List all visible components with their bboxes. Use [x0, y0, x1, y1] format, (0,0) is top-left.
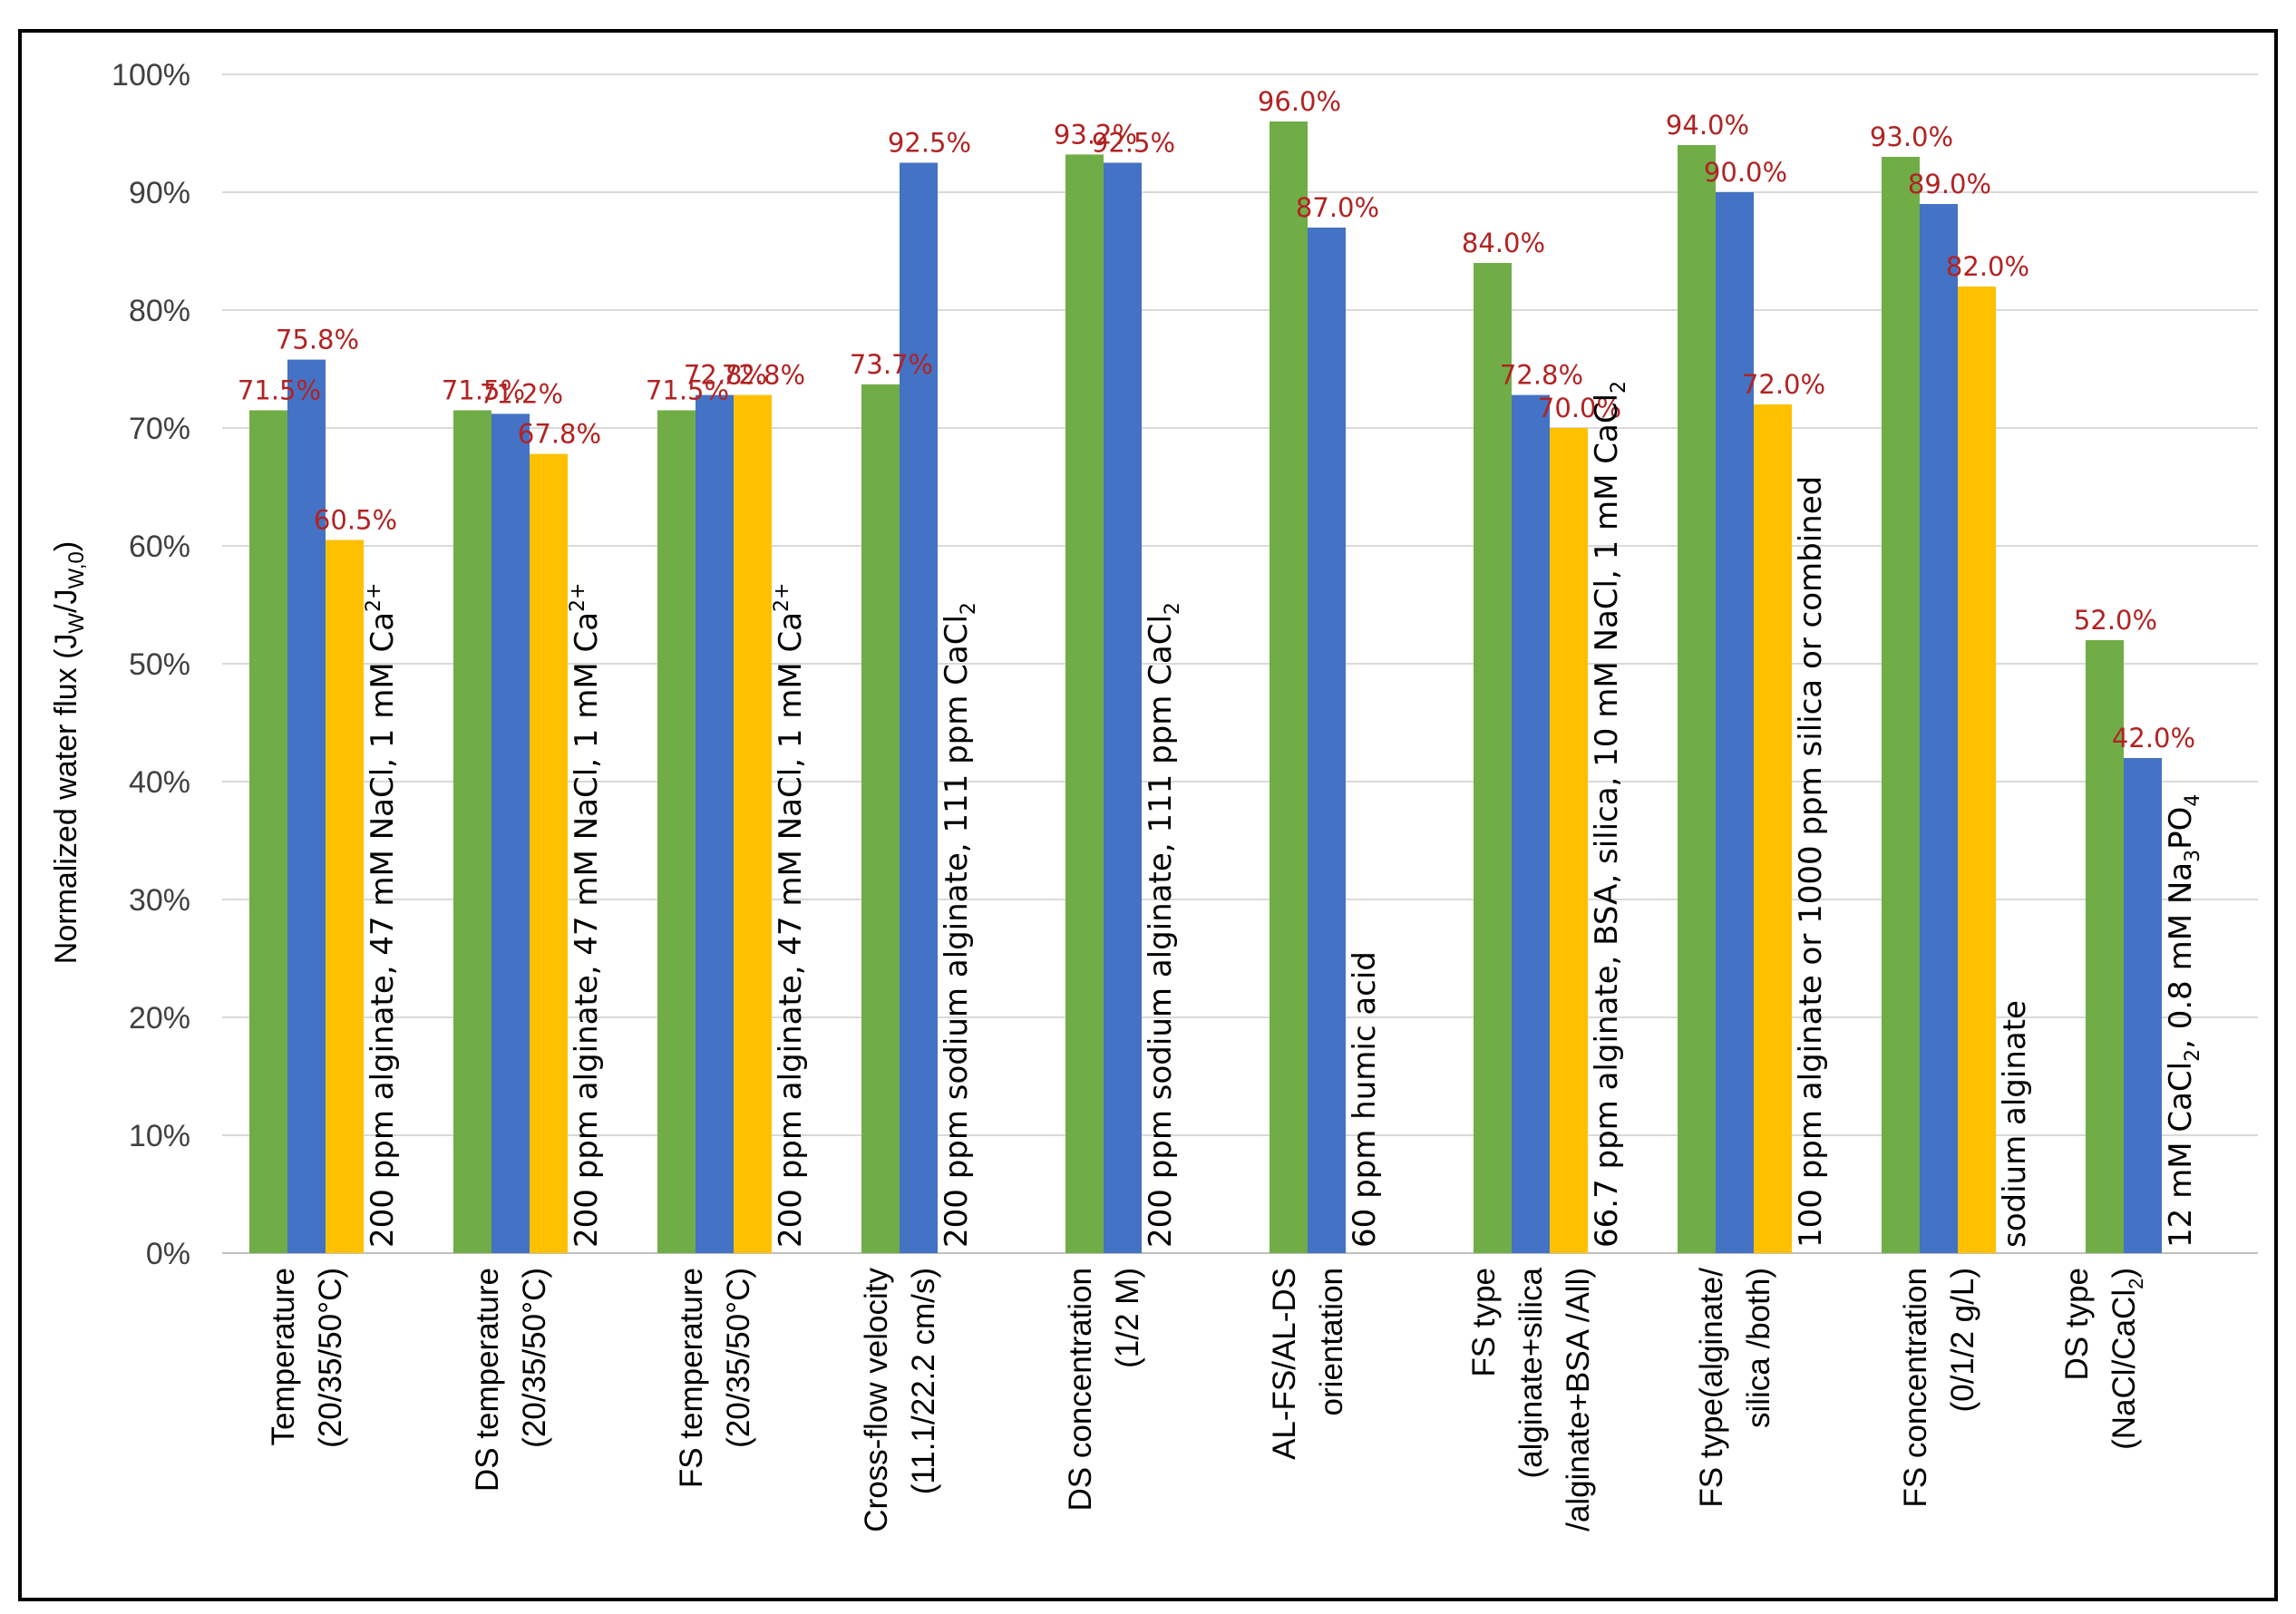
- data-label: 90.0%: [1704, 157, 1787, 188]
- bar: [249, 410, 287, 1253]
- bar: [1716, 192, 1754, 1253]
- bar: [1474, 263, 1512, 1253]
- bar: [1104, 162, 1142, 1253]
- category-label: Cross-flow velocity (11.1/22.2 cm/s): [859, 1268, 941, 1532]
- category-label: FS temperature (20/35/50°C): [674, 1268, 756, 1488]
- data-label: 70.0%: [1538, 393, 1621, 423]
- chart-frame: [18, 29, 2278, 1601]
- data-label: 72.8%: [684, 360, 767, 391]
- y-axis-label: Normalized water flux (JW/JW,0): [49, 541, 89, 964]
- data-label: 93.0%: [1870, 122, 1953, 152]
- group-note: 66.7 ppm alginate, BSA, silica, 10 mM Na…: [1589, 381, 1630, 1248]
- data-label: 84.0%: [1462, 228, 1545, 258]
- group-note: 200 ppm alginate, 47 mM NaCl, 1 mM Ca2+: [771, 583, 809, 1248]
- category-label: DS temperature (20/35/50°C): [470, 1268, 552, 1492]
- bar: [696, 394, 734, 1254]
- bar: [453, 410, 491, 1253]
- bar: [1754, 404, 1792, 1253]
- bar: [287, 359, 326, 1254]
- group-note: 200 ppm sodium alginate, 111 ppm CaCl2: [1143, 602, 1184, 1248]
- data-label: 92.5%: [1092, 128, 1175, 159]
- category-label: FS type (alginate+silica/alginate+BSA /Al…: [1466, 1267, 1596, 1531]
- data-label: 67.8%: [518, 419, 601, 450]
- group-note: sodium alginate: [1997, 1000, 2033, 1248]
- data-label: 72.0%: [1742, 369, 1825, 400]
- category-label: Temperature (20/35/50°C): [266, 1268, 348, 1448]
- bars: [249, 122, 2162, 1254]
- y-tick-label: 10%: [129, 1119, 190, 1153]
- data-label: 75.8%: [276, 325, 359, 355]
- y-tick-label: 0%: [146, 1237, 190, 1271]
- y-tick-label: 30%: [129, 883, 190, 918]
- y-tick-label: 50%: [129, 647, 190, 682]
- group-note: 60 ppm humic acid: [1347, 951, 1383, 1248]
- bar: [1550, 428, 1588, 1253]
- category-label: DS type (NaCl/CaCl2): [2059, 1268, 2147, 1450]
- y-tick-label: 20%: [129, 1001, 190, 1035]
- category-label: AL-FS/AL-DS orientation: [1267, 1268, 1349, 1460]
- bar: [1678, 145, 1716, 1253]
- bar: [530, 453, 568, 1254]
- group-notes: 200 ppm alginate, 47 mM NaCl, 1 mM Ca2+ 2…: [363, 381, 2204, 1248]
- data-label: 71.5%: [238, 375, 321, 406]
- bar: [734, 394, 772, 1254]
- data-label: 71.5%: [646, 375, 729, 406]
- group-note: 200 ppm alginate, 47 mM NaCl, 1 mM Ca2+: [363, 583, 401, 1248]
- data-label: 52.0%: [2074, 605, 2157, 636]
- category-label: DS concentration (1/2 M): [1063, 1268, 1145, 1511]
- data-label: 42.0%: [2112, 723, 2195, 754]
- y-axis-ticks: 0% 10% 20% 30% 40% 50% 60% 70% 80% 90% 100%: [112, 58, 190, 1271]
- data-label: 92.5%: [888, 128, 971, 159]
- bar: [900, 162, 938, 1253]
- bar: [2086, 640, 2124, 1253]
- bar: [1882, 157, 1920, 1253]
- y-tick-label: 80%: [129, 294, 190, 328]
- group-note: 200 ppm sodium alginate, 111 ppm CaCl2: [939, 602, 980, 1248]
- bar: [1308, 228, 1346, 1253]
- bar: [657, 410, 696, 1253]
- data-label: 73.7%: [850, 349, 933, 380]
- bar: [1270, 122, 1308, 1253]
- data-label: 94.0%: [1666, 110, 1749, 141]
- y-tick-label: 60%: [129, 530, 190, 564]
- bar: [491, 413, 530, 1253]
- y-tick-label: 90%: [129, 176, 190, 210]
- data-label: 71.2%: [480, 378, 563, 409]
- bar: [1958, 287, 1996, 1253]
- group-note: 200 ppm alginate, 47 mM NaCl, 1 mM Ca2+: [567, 583, 605, 1248]
- y-tick-label: 100%: [112, 58, 190, 92]
- data-labels: 71.5%75.8%60.5%71.5%71.2%67.8%71.5%72.8%…: [238, 86, 2195, 754]
- y-tick-label: 70%: [129, 412, 190, 446]
- group-note: 100 ppm alginate or 1000 ppm silica or c…: [1793, 476, 1829, 1248]
- data-label: 89.0%: [1908, 169, 1991, 199]
- data-label: 71.5%: [442, 375, 525, 406]
- data-label: 93.2%: [1054, 119, 1137, 150]
- data-label: 82.0%: [1946, 251, 2029, 282]
- bar: [1512, 394, 1550, 1254]
- data-label: 72.8%: [722, 360, 805, 391]
- bar: [861, 384, 900, 1253]
- data-label: 60.5%: [314, 505, 397, 536]
- y-tick-label: 40%: [129, 765, 190, 800]
- data-label: 87.0%: [1296, 192, 1379, 223]
- bar: [1920, 204, 1958, 1253]
- x-axis-categories: Temperature (20/35/50°C) DS temperature (20…: [266, 1267, 2147, 1531]
- data-label: 72.8%: [1500, 360, 1583, 391]
- group-note: 12 mM CaCl2, 0.8 mM Na3PO4: [2163, 794, 2204, 1248]
- bar: [1065, 154, 1104, 1253]
- category-label: FS concentration (0/1/2 g/L): [1898, 1268, 1980, 1508]
- data-label: 96.0%: [1258, 86, 1341, 117]
- bar: [326, 540, 364, 1253]
- category-label: FS type(alginate/silica /both): [1694, 1268, 1776, 1508]
- bar: [2124, 758, 2162, 1253]
